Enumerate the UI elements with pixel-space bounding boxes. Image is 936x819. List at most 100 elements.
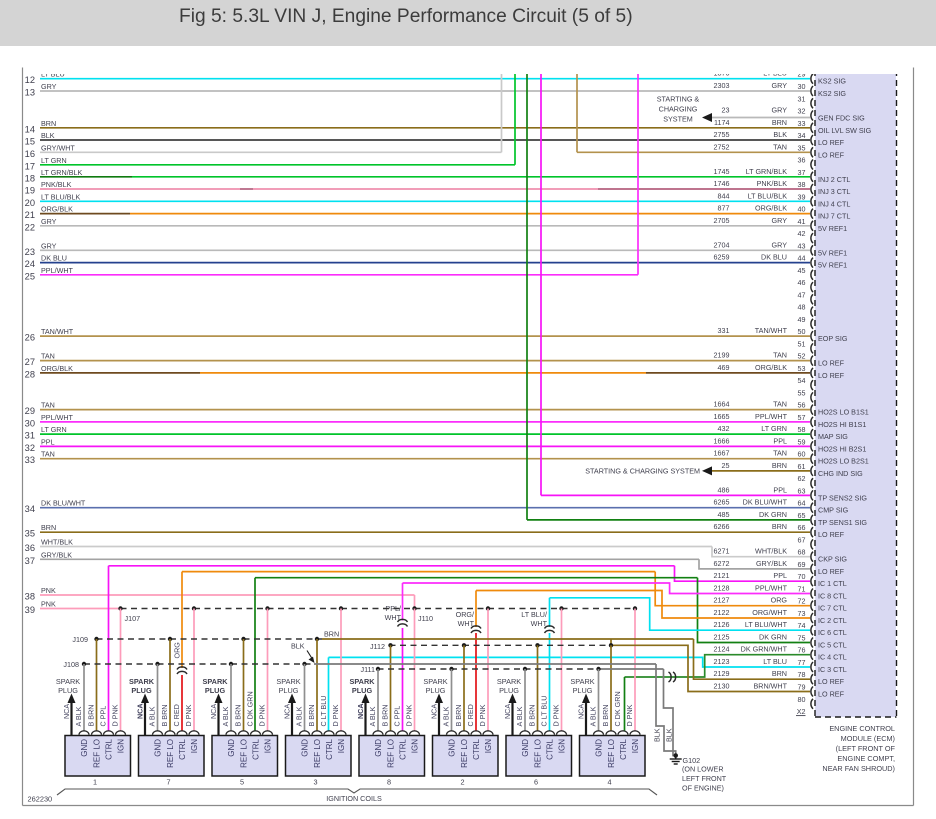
- svg-text:LO REF: LO REF: [818, 371, 845, 380]
- svg-text:BRN: BRN: [772, 669, 787, 678]
- svg-text:(LEFT FRONT OF: (LEFT FRONT OF: [836, 744, 896, 753]
- svg-text:C PPL: C PPL: [99, 706, 108, 727]
- svg-text:50: 50: [798, 327, 806, 336]
- svg-text:16: 16: [25, 149, 35, 159]
- svg-text:NEAR FAN SHROUD): NEAR FAN SHROUD): [822, 764, 895, 773]
- svg-text:J111: J111: [360, 665, 375, 674]
- svg-text:2126: 2126: [714, 620, 730, 629]
- svg-text:2752: 2752: [714, 142, 730, 151]
- svg-text:ORG/WHT: ORG/WHT: [752, 608, 787, 617]
- svg-text:WHT/BLK: WHT/BLK: [41, 538, 73, 547]
- svg-text:PPL: PPL: [41, 437, 55, 446]
- svg-text:TAN/WHT: TAN/WHT: [41, 327, 74, 336]
- svg-text:43: 43: [798, 241, 806, 250]
- svg-text:REF LO: REF LO: [534, 739, 543, 768]
- svg-text:LO REF: LO REF: [818, 359, 845, 368]
- svg-text:TAN: TAN: [773, 449, 787, 458]
- svg-text:KS2 SIG: KS2 SIG: [818, 77, 846, 86]
- svg-text:ORG: ORG: [771, 596, 788, 605]
- svg-text:56: 56: [798, 401, 806, 410]
- svg-text:80: 80: [798, 695, 806, 704]
- svg-text:GRY/BLK: GRY/BLK: [41, 550, 72, 559]
- svg-text:J108: J108: [63, 660, 79, 669]
- svg-text:B BRN: B BRN: [454, 705, 463, 727]
- svg-text:PPL/WHT: PPL/WHT: [755, 412, 788, 421]
- svg-text:OIL LVL SW SIG: OIL LVL SW SIG: [818, 126, 872, 135]
- svg-text:CTRL: CTRL: [619, 738, 628, 759]
- svg-text:NCA: NCA: [577, 704, 586, 719]
- svg-text:45: 45: [798, 266, 806, 275]
- svg-text:2199: 2199: [714, 351, 730, 360]
- svg-text:PLUG: PLUG: [573, 686, 593, 695]
- svg-text:6259: 6259: [714, 253, 730, 262]
- svg-text:B BRN: B BRN: [234, 705, 243, 727]
- svg-text:39: 39: [798, 192, 806, 201]
- svg-text:6: 6: [534, 778, 538, 787]
- svg-text:PPL/WHT: PPL/WHT: [755, 584, 788, 593]
- svg-text:21: 21: [25, 210, 35, 220]
- svg-text:LT BLU/WHT: LT BLU/WHT: [745, 620, 788, 629]
- svg-text:GRY: GRY: [772, 240, 788, 249]
- svg-text:DK GRN/WHT: DK GRN/WHT: [741, 645, 788, 654]
- svg-text:PPL/: PPL/: [385, 604, 401, 613]
- svg-text:7: 7: [166, 778, 170, 787]
- svg-text:469: 469: [718, 363, 730, 372]
- svg-text:IGNITION COILS: IGNITION COILS: [326, 794, 382, 803]
- svg-text:65: 65: [798, 511, 806, 520]
- svg-text:CTRL: CTRL: [399, 738, 408, 759]
- svg-text:LT GRN/BLK: LT GRN/BLK: [41, 168, 82, 177]
- svg-text:REF LO: REF LO: [460, 739, 469, 768]
- svg-text:2125: 2125: [714, 633, 730, 642]
- svg-text:31: 31: [798, 94, 806, 103]
- svg-text:SPARK: SPARK: [497, 677, 521, 686]
- svg-text:PLUG: PLUG: [279, 686, 299, 695]
- svg-text:REF LO: REF LO: [313, 739, 322, 768]
- svg-text:SPARK: SPARK: [129, 677, 155, 686]
- svg-text:39: 39: [25, 605, 35, 615]
- svg-text:PLUG: PLUG: [426, 686, 446, 695]
- svg-text:CTRL: CTRL: [472, 738, 481, 759]
- svg-text:GND: GND: [448, 739, 457, 757]
- svg-text:NCA: NCA: [62, 704, 71, 719]
- svg-text:SYSTEM: SYSTEM: [663, 115, 693, 124]
- svg-text:26: 26: [25, 333, 35, 343]
- svg-text:38: 38: [25, 592, 35, 602]
- svg-text:23: 23: [722, 106, 730, 115]
- svg-text:49: 49: [798, 315, 806, 324]
- svg-text:REF LO: REF LO: [166, 739, 175, 768]
- svg-text:486: 486: [718, 485, 730, 494]
- svg-text:PNK/BLK: PNK/BLK: [757, 179, 788, 188]
- svg-text:A BLK: A BLK: [589, 706, 598, 726]
- svg-text:13: 13: [25, 88, 35, 98]
- svg-text:19: 19: [25, 186, 35, 196]
- svg-text:52: 52: [798, 352, 806, 361]
- svg-text:NCA: NCA: [283, 704, 292, 719]
- svg-text:35: 35: [798, 143, 806, 152]
- svg-text:77: 77: [798, 658, 806, 667]
- svg-text:D PNK: D PNK: [331, 704, 340, 726]
- svg-text:GND: GND: [374, 739, 383, 757]
- svg-text:MODULE (ECM): MODULE (ECM): [841, 734, 895, 743]
- svg-text:DK GRN: DK GRN: [759, 633, 787, 642]
- svg-text:A BLK: A BLK: [148, 706, 157, 726]
- svg-text:5V REF1: 5V REF1: [818, 261, 847, 270]
- svg-text:1665: 1665: [714, 412, 730, 421]
- svg-text:GND: GND: [80, 739, 89, 757]
- svg-text:ORG/BLK: ORG/BLK: [41, 205, 73, 214]
- svg-text:INJ 2 CTL: INJ 2 CTL: [818, 175, 850, 184]
- svg-text:GRY: GRY: [41, 217, 57, 226]
- svg-text:D PNK: D PNK: [111, 704, 120, 726]
- svg-text:(ON LOWER: (ON LOWER: [682, 765, 724, 774]
- svg-text:1666: 1666: [714, 436, 730, 445]
- svg-text:BLK: BLK: [773, 130, 787, 139]
- svg-text:OF ENGINE): OF ENGINE): [682, 784, 724, 793]
- svg-text:SPARK: SPARK: [570, 677, 594, 686]
- svg-text:2123: 2123: [714, 657, 730, 666]
- svg-text:C PPL: C PPL: [393, 706, 402, 727]
- svg-text:BLK: BLK: [653, 728, 662, 742]
- svg-text:37: 37: [25, 556, 35, 566]
- svg-text:262230: 262230: [28, 795, 53, 804]
- svg-text:ENGINE CONTROL: ENGINE CONTROL: [829, 724, 895, 733]
- svg-text:A BLK: A BLK: [442, 706, 451, 726]
- svg-text:37: 37: [798, 168, 806, 177]
